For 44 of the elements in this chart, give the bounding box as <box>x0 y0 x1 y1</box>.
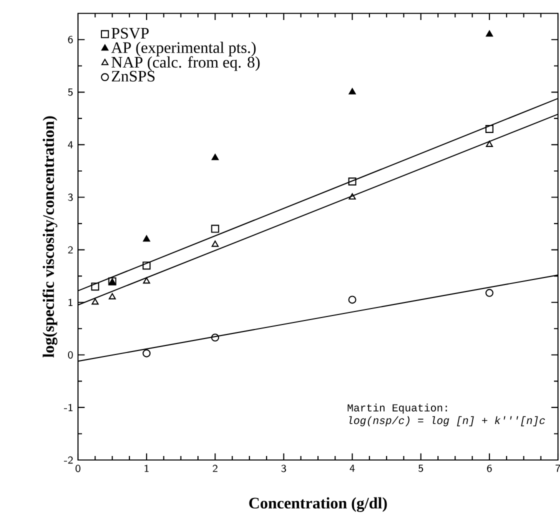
point <box>486 30 493 37</box>
y-tick-label: 1 <box>68 298 72 306</box>
legend-label: NAP (calc. from eq. 8) <box>112 56 260 71</box>
legend-label: AP (experimental pts.) <box>111 42 256 56</box>
point <box>91 282 100 291</box>
point <box>486 140 493 147</box>
legend-label: ZnSPS <box>112 70 155 82</box>
point <box>485 124 494 133</box>
point <box>143 235 150 242</box>
y-axis-title: log(specific viscosity/concentration) <box>42 116 58 358</box>
point <box>142 349 151 358</box>
x-axis-title: Concentration (g/dl) <box>249 497 387 512</box>
y-tick-label: -1 <box>64 404 72 412</box>
point <box>485 288 494 297</box>
x-tick-label: 0 <box>76 464 80 472</box>
point <box>211 334 220 342</box>
point <box>92 298 99 305</box>
y-tick-label: -2 <box>64 456 73 464</box>
x-tick-label: 1 <box>144 464 149 472</box>
point <box>212 240 219 247</box>
legend-label: PSVP <box>112 28 149 39</box>
point <box>348 88 356 94</box>
annotation: log(nsp/c) = log [n] + k'''[n]c <box>349 416 545 426</box>
point <box>143 277 150 284</box>
x-tick-label: 5 <box>418 464 424 472</box>
y-tick-label: 3 <box>68 194 73 201</box>
annotation: Martin Equation: <box>348 404 447 414</box>
point <box>348 296 356 304</box>
y-tick-label: 0 <box>68 351 73 359</box>
x-tick-label: 6 <box>487 464 492 472</box>
x-tick-label: 3 <box>281 464 286 472</box>
x-tick-label: 2 <box>212 464 218 472</box>
point <box>212 154 219 160</box>
y-tick-label: 4 <box>68 141 73 148</box>
point <box>211 224 220 233</box>
point <box>348 177 356 186</box>
point <box>142 262 151 270</box>
x-tick-label: 7 <box>556 464 560 472</box>
x-tick-label: 4 <box>350 464 355 472</box>
y-tick-label: 2 <box>68 246 73 254</box>
y-tick-label: 5 <box>68 88 73 96</box>
y-tick-label: 6 <box>68 36 73 44</box>
point <box>348 193 356 200</box>
point <box>108 293 116 300</box>
